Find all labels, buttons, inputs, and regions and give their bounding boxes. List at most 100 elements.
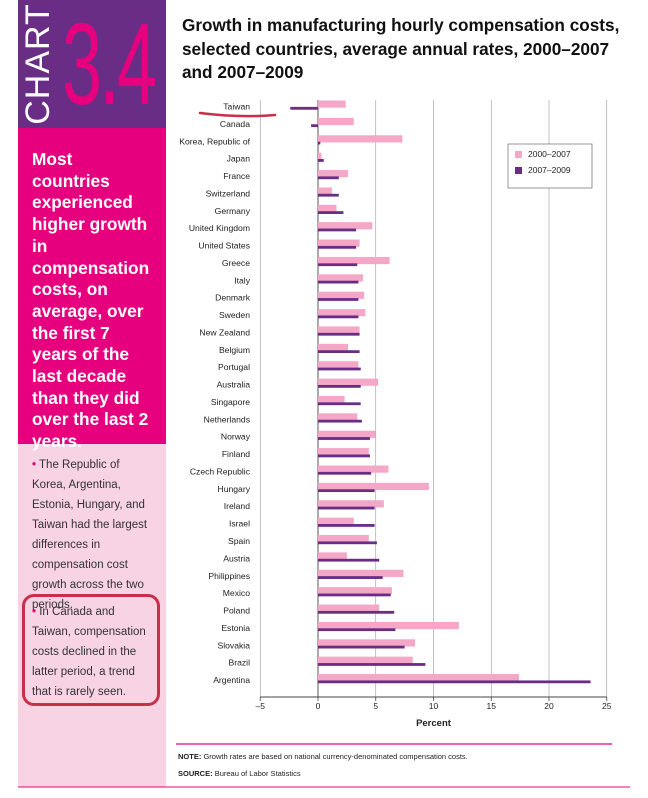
bullet-1-text: The Republic of Korea, Argentina, Estoni… — [32, 459, 148, 611]
headline: Most countries experienced higher growth… — [32, 149, 150, 452]
bar-2007-2009 — [318, 402, 361, 406]
bar-2007-2009 — [318, 350, 360, 354]
category-label: Portugal — [218, 362, 250, 372]
category-label: Brazil — [229, 658, 251, 668]
bar-2000-2007 — [318, 395, 345, 404]
category-label: Estonia — [221, 623, 250, 633]
bar-2000-2007 — [318, 465, 389, 473]
bullet-dot-icon: • — [32, 459, 37, 471]
category-label: New Zealand — [199, 327, 250, 337]
bar-2007-2009 — [318, 489, 375, 493]
category-label: Korea, Republic of — [179, 136, 250, 146]
bar-2000-2007 — [318, 361, 359, 369]
bar-2007-2009 — [318, 645, 405, 649]
x-tick-label: 5 — [373, 701, 378, 711]
bar-2000-2007 — [318, 587, 392, 595]
bar-2000-2007 — [318, 239, 360, 247]
category-label: Singapore — [211, 397, 250, 407]
source-line: SOURCE: Bureau of Labor Statistics — [178, 765, 468, 782]
bar-2000-2007 — [318, 274, 364, 282]
bar-2007-2009 — [318, 524, 375, 527]
bar-2007-2009 — [290, 106, 318, 110]
bar-2000-2007 — [318, 187, 332, 195]
sidebar: CHART 3.4 Most countries experienced hig… — [18, 0, 166, 787]
bar-2007-2009 — [318, 315, 359, 319]
bar-2000-2007 — [318, 343, 349, 352]
category-label: Belgium — [219, 345, 250, 355]
annotation-underline — [198, 111, 277, 118]
chart-label-tab: CHART 3.4 — [18, 0, 166, 128]
category-label: Mexico — [223, 588, 250, 598]
bar-2007-2009 — [318, 471, 372, 475]
category-label: Austria — [223, 553, 250, 563]
bar-2000-2007 — [318, 117, 354, 126]
category-label: Spain — [228, 536, 250, 546]
bar-2000-2007 — [318, 222, 373, 230]
bar-2000-2007 — [318, 517, 354, 525]
category-label: Taiwan — [223, 102, 250, 112]
bar-2000-2007 — [318, 430, 376, 438]
footnotes: NOTE: Growth rates are based on national… — [178, 748, 468, 782]
bar-2007-2009 — [318, 159, 324, 162]
bar-2007-2009 — [318, 663, 426, 666]
category-label: Greece — [222, 258, 250, 268]
category-label: Ireland — [224, 501, 250, 511]
category-label: Finland — [222, 449, 250, 459]
note-text: Growth rates are based on national curre… — [203, 752, 468, 761]
bullet-2: • In Canada and Taiwan, compensation cos… — [32, 602, 156, 702]
bar-2000-2007 — [318, 309, 366, 317]
legend-label: 2000–2007 — [528, 149, 571, 159]
bar-2007-2009 — [318, 384, 361, 388]
legend-swatch — [515, 151, 522, 158]
chart-title: Growth in manufacturing hourly compensat… — [182, 15, 620, 82]
bullet-2-text: In Canada and Taiwan, compensation costs… — [32, 606, 146, 698]
bar-2007-2009 — [318, 628, 396, 632]
bar-2007-2009 — [318, 541, 377, 545]
category-label: Sweden — [219, 310, 250, 320]
bar-2007-2009 — [318, 367, 361, 371]
category-label: Norway — [221, 432, 251, 442]
category-label: United Kingdom — [189, 223, 250, 233]
x-tick-label: 25 — [602, 701, 612, 711]
bar-2000-2007 — [318, 674, 519, 682]
bar-2007-2009 — [318, 298, 359, 301]
headline-box: Most countries experienced higher growth… — [18, 128, 166, 451]
bar-2007-2009 — [318, 506, 375, 510]
bar-2000-2007 — [318, 256, 390, 265]
bullet-1: • The Republic of Korea, Argentina, Esto… — [32, 455, 156, 615]
bullet-dot-icon: • — [32, 606, 37, 618]
note-label: NOTE: — [178, 752, 202, 761]
bar-2000-2007 — [318, 569, 404, 577]
x-tick-label: 20 — [544, 701, 554, 711]
bar-2007-2009 — [318, 610, 395, 614]
category-label: Denmark — [215, 293, 251, 303]
category-label: Slovakia — [218, 640, 251, 650]
note-line: NOTE: Growth rates are based on national… — [178, 748, 468, 765]
bar-2000-2007 — [318, 204, 337, 212]
bar-2007-2009 — [318, 419, 362, 423]
bar-2000-2007 — [318, 170, 349, 178]
bar-2000-2007 — [318, 135, 403, 143]
bar-2007-2009 — [318, 332, 360, 336]
x-axis-label: Percent — [416, 718, 452, 729]
bar-2007-2009 — [318, 680, 591, 684]
bar-2007-2009 — [318, 558, 380, 562]
bar-2000-2007 — [318, 326, 360, 334]
category-label: Canada — [220, 119, 250, 129]
x-tick-label: 0 — [316, 701, 321, 711]
bar-2007-2009 — [311, 124, 318, 128]
category-label: France — [223, 171, 250, 181]
category-label: Czech Republic — [190, 466, 251, 476]
bar-2000-2007 — [318, 413, 358, 421]
bar-2000-2007 — [318, 621, 459, 630]
bar-2007-2009 — [318, 593, 391, 597]
source-label: SOURCE: — [178, 769, 213, 778]
bar-2000-2007 — [318, 656, 413, 664]
bar-2007-2009 — [318, 454, 370, 458]
category-label: Japan — [227, 154, 251, 164]
bar-2000-2007 — [318, 448, 369, 456]
bar-2007-2009 — [318, 437, 370, 440]
category-label: Switzerland — [206, 188, 251, 198]
bar-2000-2007 — [318, 604, 380, 612]
